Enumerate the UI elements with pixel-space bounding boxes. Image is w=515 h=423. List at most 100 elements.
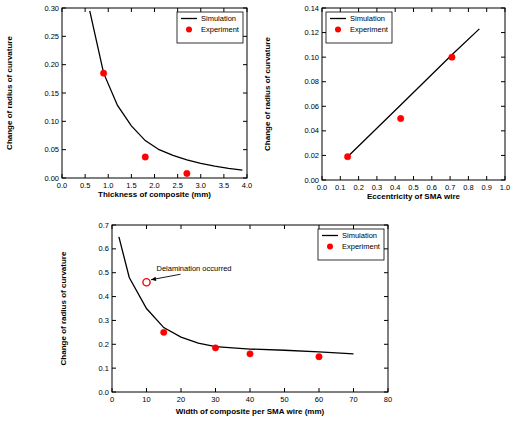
y-tick: [384, 344, 388, 345]
legend-swatch: [330, 18, 346, 19]
y-tick: [501, 8, 505, 9]
y-tick-label: 0.05: [44, 145, 59, 154]
y-tick: [243, 121, 247, 122]
experiment-point: [184, 170, 190, 176]
y-tick-label: 0.5: [99, 268, 109, 277]
y-tick: [384, 272, 388, 273]
x-tick-label: 0.7: [445, 183, 455, 192]
x-tick: [62, 174, 63, 178]
legend-frame: [177, 12, 243, 43]
y-tick: [501, 155, 505, 156]
x-tick: [146, 388, 147, 392]
y-tick: [112, 248, 116, 249]
x-tick: [85, 8, 86, 12]
legend-swatch: [186, 27, 192, 33]
y-tick: [112, 296, 116, 297]
chart: 010203040506070800.00.10.20.30.40.50.60.…: [59, 221, 392, 416]
y-tick-label: 0.4: [99, 292, 109, 301]
x-tick-label: 30: [211, 395, 219, 404]
x-tick: [450, 8, 451, 12]
x-tick: [108, 8, 109, 12]
x-tick: [340, 176, 341, 180]
y-tick-label: 0.3: [99, 316, 109, 325]
y-tick-label: 0.6: [99, 244, 109, 253]
y-tick-label: 0.15: [44, 89, 59, 98]
x-tick-label: 1.5: [126, 181, 136, 190]
x-tick: [340, 8, 341, 12]
x-tick: [468, 176, 469, 180]
experiment-point: [316, 353, 322, 359]
x-tick: [322, 8, 323, 12]
x-axis-title: Width of composite per SMA wire (mm): [176, 407, 325, 416]
x-tick: [154, 8, 155, 12]
experiment-point: [143, 279, 150, 286]
y-tick-label: 0.20: [44, 60, 59, 69]
x-tick: [284, 225, 285, 229]
y-tick: [112, 392, 116, 393]
x-tick: [131, 8, 132, 12]
x-tick: [223, 8, 224, 12]
x-tick-label: 80: [384, 395, 392, 404]
experiment-point: [449, 54, 455, 60]
plot-frame: [112, 225, 388, 392]
y-tick: [112, 368, 116, 369]
legend-label: Experiment: [342, 242, 381, 251]
x-tick: [85, 174, 86, 178]
y-tick-label: 0.08: [304, 77, 319, 86]
y-tick: [384, 296, 388, 297]
x-tick: [486, 8, 487, 12]
x-tick-label: 3.5: [219, 181, 229, 190]
x-tick-label: 0.5: [408, 183, 418, 192]
plot-frame: [322, 8, 505, 180]
x-tick: [131, 174, 132, 178]
y-tick: [501, 32, 505, 33]
x-tick: [376, 8, 377, 12]
y-axis-title: Change of radius of curvature: [263, 37, 272, 151]
x-tick: [319, 388, 320, 392]
x-tick: [181, 225, 182, 229]
y-axis-title: Change of radius of curvature: [5, 36, 14, 150]
legend-swatch: [181, 18, 197, 19]
y-tick: [384, 368, 388, 369]
y-tick: [62, 8, 66, 9]
simulation-line: [348, 29, 480, 157]
y-tick: [243, 178, 247, 179]
x-tick: [505, 176, 506, 180]
y-tick-label: 0.14: [304, 4, 319, 13]
x-tick-label: 2.0: [149, 181, 159, 190]
x-tick: [358, 176, 359, 180]
y-tick-label: 0.12: [304, 28, 319, 37]
y-tick: [112, 225, 116, 226]
x-tick-label: 0.3: [372, 183, 382, 192]
x-tick-label: 0.2: [353, 183, 363, 192]
y-tick: [322, 155, 326, 156]
x-tick-label: 60: [315, 395, 323, 404]
x-tick-label: 50: [280, 395, 288, 404]
x-tick: [358, 8, 359, 12]
x-tick: [395, 8, 396, 12]
legend-label: Simulation: [201, 14, 236, 23]
y-tick: [112, 344, 116, 345]
x-tick-label: 40: [246, 395, 254, 404]
y-tick: [384, 225, 388, 226]
legend-frame: [318, 229, 384, 260]
x-tick: [112, 388, 113, 392]
x-tick: [388, 388, 389, 392]
x-tick: [247, 174, 248, 178]
x-tick: [177, 174, 178, 178]
y-tick: [243, 8, 247, 9]
y-tick-label: 0.7: [99, 221, 109, 230]
y-tick: [322, 130, 326, 131]
y-tick-label: 0.10: [304, 53, 319, 62]
y-tick: [243, 36, 247, 37]
legend-frame: [326, 12, 392, 43]
x-tick: [505, 8, 506, 12]
x-tick: [319, 225, 320, 229]
y-tick-label: 0.10: [44, 117, 59, 126]
experiment-point: [212, 345, 218, 351]
y-tick: [322, 81, 326, 82]
x-tick: [215, 388, 216, 392]
legend-label: Experiment: [350, 25, 389, 34]
data-group: [90, 11, 243, 177]
chart: 0.00.10.20.30.40.50.60.70.80.91.00.000.0…: [263, 4, 510, 201]
